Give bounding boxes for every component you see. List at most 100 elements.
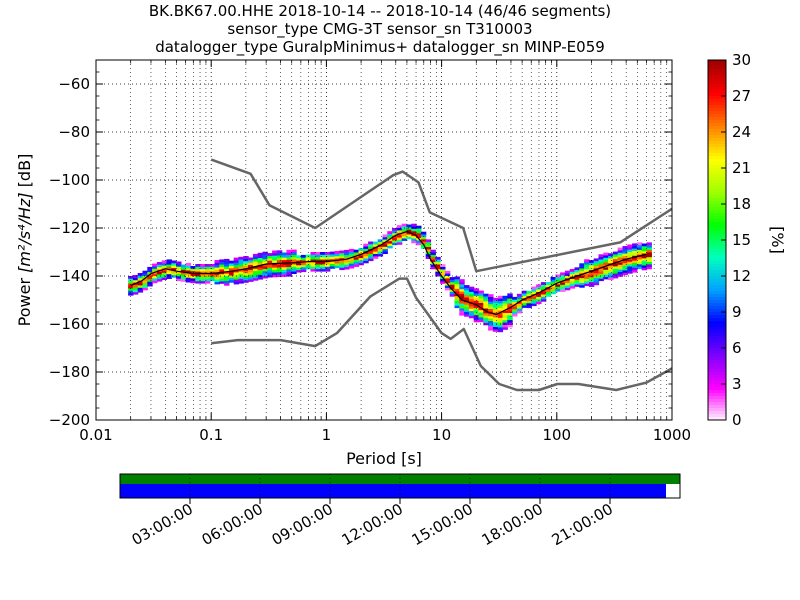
timeline-tick-label: 18:00:00 xyxy=(479,500,546,549)
heatmap-cell xyxy=(286,257,292,260)
heatmap-cell xyxy=(492,297,499,301)
heatmap-cell xyxy=(334,265,340,269)
heatmap-cell xyxy=(512,311,518,315)
colorbar-segment xyxy=(708,120,726,124)
heatmap-cell xyxy=(233,269,240,273)
heatmap-cell xyxy=(492,302,499,306)
heatmap-cell xyxy=(363,260,369,264)
heatmap-cell xyxy=(459,310,465,314)
colorbar-segment xyxy=(708,252,726,256)
heatmap-cell xyxy=(204,264,211,267)
heatmap-cell xyxy=(382,246,388,250)
colorbar-segment xyxy=(708,399,726,403)
colorbar-segment xyxy=(708,72,726,76)
colorbar-segment xyxy=(708,102,726,106)
heatmap-cell xyxy=(392,235,398,238)
colorbar-tick-label: 27 xyxy=(732,87,751,105)
heatmap-cell xyxy=(281,252,288,256)
heatmap-cell xyxy=(574,281,580,285)
heatmap-cell xyxy=(646,264,652,267)
heatmap-cell xyxy=(598,261,604,265)
colorbar-segment xyxy=(708,144,726,148)
heatmap-cell xyxy=(147,266,153,270)
heatmap-cell xyxy=(315,261,321,265)
heatmap-cell xyxy=(632,245,638,249)
heatmap-cell xyxy=(483,317,489,321)
colorbar-segment xyxy=(708,306,726,310)
heatmap-cell xyxy=(617,264,624,268)
heatmap-cell xyxy=(200,264,206,267)
heatmap-cell xyxy=(627,249,633,253)
heatmap-cell xyxy=(272,267,278,271)
heatmap-cell xyxy=(444,280,451,284)
heatmap-cell xyxy=(296,267,302,271)
y-axis-label: Power [m²/s⁴/Hz] [dB] xyxy=(15,154,34,327)
colorbar-segment xyxy=(708,168,726,172)
heatmap-cell xyxy=(387,238,393,242)
heatmap-cell xyxy=(300,266,307,270)
heatmap-cell xyxy=(387,243,393,246)
heatmap-cell xyxy=(348,251,355,255)
heatmap-cell xyxy=(147,271,153,275)
heatmap-cell xyxy=(603,276,609,280)
heatmap-cell xyxy=(137,273,144,276)
heatmap-cell xyxy=(545,282,552,285)
heatmap-cell xyxy=(171,272,177,276)
heatmap-cell xyxy=(617,254,624,258)
timeline-tick-label: 21:00:00 xyxy=(549,500,616,549)
colorbar-segment xyxy=(708,411,726,415)
heatmap-cell xyxy=(152,273,158,276)
heatmap-cell xyxy=(579,275,585,279)
heatmap-cell xyxy=(579,268,585,271)
heatmap-cell xyxy=(478,317,484,320)
heatmap-cell xyxy=(473,297,480,301)
heatmap-cell xyxy=(209,273,216,277)
heatmap-cell xyxy=(483,303,489,307)
heatmap-cell xyxy=(627,254,633,257)
heatmap-cell xyxy=(464,304,470,308)
heatmap-cell xyxy=(588,262,595,266)
heatmap-cell xyxy=(224,266,230,269)
heatmap-cell xyxy=(339,252,345,256)
heatmap-cell xyxy=(406,236,412,240)
heatmap-cell xyxy=(579,270,585,274)
heatmap-cell xyxy=(363,248,369,252)
heatmap-cell xyxy=(353,259,360,263)
heatmap-cell xyxy=(296,257,302,261)
heatmap-cell xyxy=(238,266,244,270)
heatmap-cell xyxy=(344,264,350,268)
heatmap-cell xyxy=(238,268,244,272)
heatmap-cell xyxy=(195,268,201,272)
heatmap-cell xyxy=(478,307,484,311)
heatmap-cell xyxy=(574,272,580,275)
heatmap-cell xyxy=(598,268,604,272)
heatmap-cell xyxy=(161,272,168,276)
heatmap-cell xyxy=(603,257,609,261)
colorbar-segment xyxy=(708,249,726,253)
heatmap-cell xyxy=(459,279,465,282)
heatmap-cell xyxy=(449,286,456,290)
heatmap-cell xyxy=(176,273,182,277)
heatmap-cell xyxy=(584,283,590,287)
heatmap-cell xyxy=(497,329,504,333)
heatmap-cell xyxy=(622,253,628,256)
heatmap-cell xyxy=(387,236,393,239)
heatmap-cell xyxy=(641,245,648,249)
heatmap-cell xyxy=(464,309,470,312)
heatmap-cell xyxy=(411,230,417,234)
heatmap-cell xyxy=(152,263,158,267)
heatmap-cell xyxy=(627,270,633,274)
heatmap-cell xyxy=(646,266,652,270)
heatmap-cell xyxy=(555,284,561,287)
heatmap-cell xyxy=(348,248,355,252)
heatmap-cell xyxy=(132,289,139,293)
heatmap-cell xyxy=(214,279,220,282)
heatmap-cell xyxy=(310,254,316,258)
heatmap-cell xyxy=(387,240,393,244)
heatmap-cell xyxy=(224,273,230,277)
heatmap-cell xyxy=(200,276,206,279)
heatmap-cell xyxy=(214,281,220,285)
heatmap-cell xyxy=(584,276,590,279)
heatmap-cell xyxy=(526,302,532,306)
heatmap-cell xyxy=(372,253,379,257)
